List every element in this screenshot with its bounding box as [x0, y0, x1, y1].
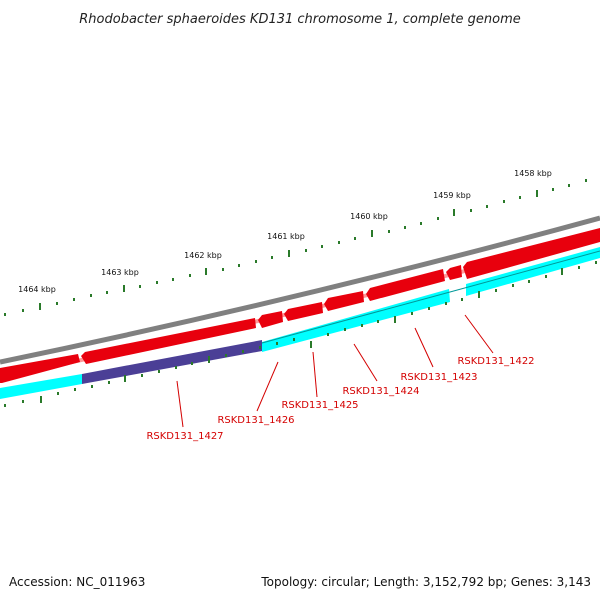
outer-minor-ticks — [4, 179, 587, 316]
gene-edge — [261, 250, 600, 344]
cds-arrow — [366, 269, 445, 301]
outer-tick-ring — [4, 179, 587, 316]
gene-label[interactable]: RSKD131_1422 — [457, 356, 534, 367]
kbp-label: 1461 kbp — [267, 232, 305, 241]
major-tick-1464 — [39, 303, 41, 310]
backbone-track — [0, 215, 600, 365]
kbp-label: 1463 kbp — [101, 268, 139, 277]
accession-text: Accession: NC_011963 — [9, 575, 145, 589]
major-tick-1461 — [288, 250, 290, 257]
gene-segment-selected — [82, 340, 262, 384]
cds-track — [0, 228, 600, 383]
genome-summary-text: Topology: circular; Length: 3,152,792 bp… — [260, 575, 591, 589]
gene-leaders — [176, 314, 494, 428]
inner-tick-ring — [4, 261, 597, 407]
gene-segment — [466, 247, 600, 296]
major-tick-1463 — [123, 285, 125, 292]
kbp-labels: 1458 kbp 1459 kbp 1460 kbp 1461 kbp 1462… — [18, 169, 552, 294]
cds-arrow — [258, 311, 283, 328]
major-tick-1459 — [453, 209, 455, 216]
gene-label[interactable]: RSKD131_1424 — [342, 386, 419, 397]
gene-track — [0, 247, 600, 399]
gene-labels: RSKD131_1422 RSKD131_1423 RSKD131_1424 R… — [146, 356, 534, 442]
cds-arrow — [446, 265, 462, 280]
major-tick-1462 — [205, 268, 207, 275]
cds-arrow — [81, 318, 256, 364]
cds-arrow — [324, 291, 364, 311]
cds-arrow — [284, 302, 323, 321]
cds-arrows — [0, 228, 600, 383]
cds-arrow — [0, 354, 80, 383]
major-tick-1460 — [371, 230, 373, 237]
major-tick-1458 — [536, 190, 538, 197]
outer-major-ticks — [39, 190, 538, 310]
gene-label[interactable]: RSKD131_1425 — [281, 400, 358, 411]
cds-arrow — [463, 228, 600, 279]
kbp-label: 1459 kbp — [433, 191, 471, 200]
kbp-label: 1460 kbp — [350, 212, 388, 221]
gene-label[interactable]: RSKD131_1423 — [400, 372, 477, 383]
kbp-label: 1462 kbp — [184, 251, 222, 260]
gene-segment — [0, 374, 82, 399]
kbp-label: 1458 kbp — [514, 169, 552, 178]
gene-label[interactable]: RSKD131_1426 — [217, 415, 294, 426]
gene-label[interactable]: RSKD131_1427 — [146, 431, 223, 442]
map-title: Rhodobacter sphaeroides KD131 chromosome… — [79, 12, 520, 27]
kbp-label: 1464 kbp — [18, 285, 56, 294]
